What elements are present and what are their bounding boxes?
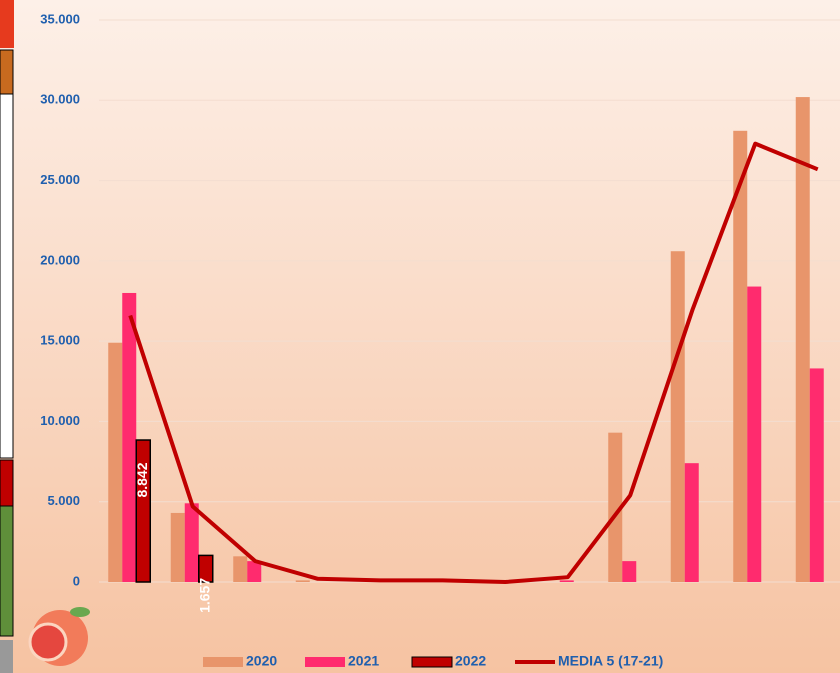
bar	[795, 97, 810, 583]
legend-swatch	[203, 657, 243, 667]
bar	[684, 463, 699, 582]
legend-label: 2020	[246, 653, 277, 669]
bar	[233, 556, 248, 582]
bar	[733, 130, 748, 582]
bar	[247, 561, 262, 582]
bar	[295, 580, 310, 582]
bar	[809, 368, 824, 582]
left-fragment	[0, 0, 90, 673]
bar	[559, 580, 574, 582]
y-tick-label: 10.000	[40, 413, 80, 428]
bar	[122, 292, 137, 582]
bar	[184, 503, 199, 582]
y-tick-label: 15.000	[40, 333, 80, 348]
bar	[622, 561, 637, 582]
bar	[608, 432, 623, 582]
y-tick-label: 5.000	[47, 493, 80, 508]
bar	[108, 342, 123, 582]
bar	[670, 251, 685, 583]
value-label: 1.657	[196, 578, 212, 613]
legend-label: MEDIA 5 (17-21)	[558, 653, 663, 669]
bar	[747, 286, 762, 582]
y-tick-label: 30.000	[40, 92, 80, 107]
bar	[135, 439, 151, 583]
y-tick-label: 35.000	[40, 11, 80, 26]
y-tick-label: 20.000	[40, 252, 80, 267]
y-tick-label: 0	[73, 573, 80, 588]
legend-label: 2021	[348, 653, 379, 669]
line	[128, 141, 819, 584]
legend-swatch	[305, 657, 345, 667]
legend-swatch	[411, 656, 453, 668]
bar	[170, 512, 185, 582]
legend-label: 2022	[455, 653, 486, 669]
bar	[198, 554, 214, 583]
value-label: 8.842	[134, 462, 150, 497]
y-tick-label: 25.000	[40, 172, 80, 187]
